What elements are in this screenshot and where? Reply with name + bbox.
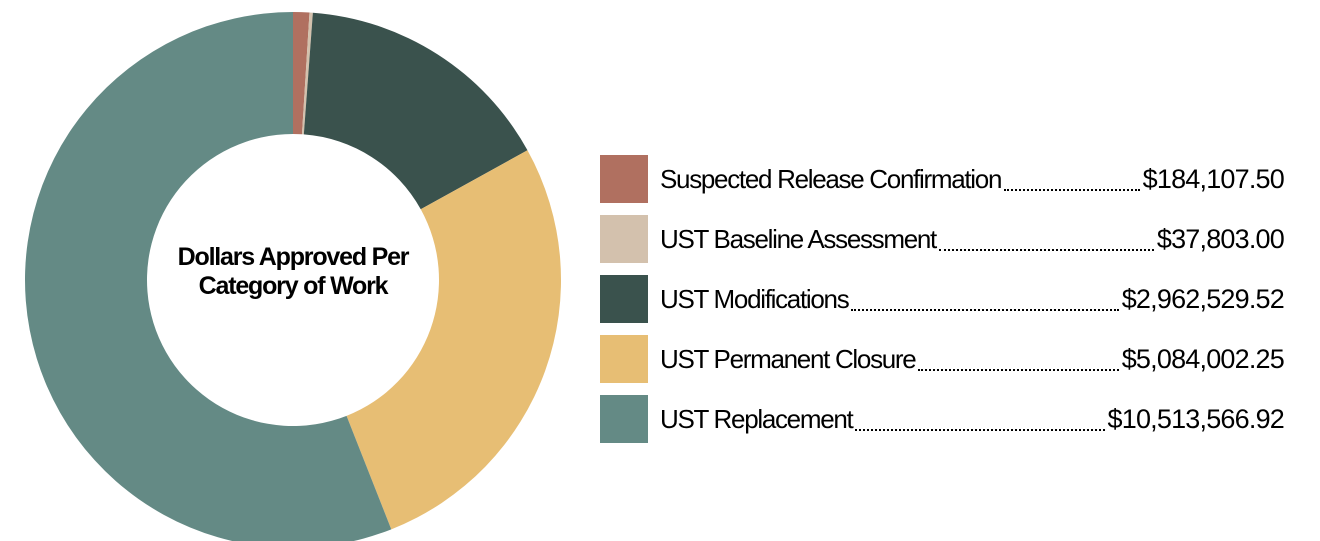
value-label: $5,084,002.25 bbox=[1121, 343, 1285, 374]
chart bbox=[25, 12, 561, 541]
legend-label: Suspected Release Confirmation bbox=[660, 163, 1002, 194]
legend-swatch bbox=[600, 215, 648, 263]
legend-label: UST Replacement bbox=[660, 403, 854, 434]
legend-entry: Suspected Release Confirmation $184,107.5… bbox=[600, 155, 1285, 203]
legend-entry: UST Replacement $10,513,566.92 bbox=[600, 395, 1285, 443]
legend-swatch bbox=[600, 335, 648, 383]
leader-dots bbox=[1004, 189, 1140, 191]
value-label: $10,513,566.92 bbox=[1107, 403, 1285, 434]
donut-slice bbox=[25, 12, 392, 541]
donut-slice bbox=[346, 150, 561, 530]
legend-label: UST Permanent Closure bbox=[660, 343, 917, 374]
leader-dots bbox=[918, 369, 1119, 371]
legend-swatch bbox=[600, 395, 648, 443]
value-label: $37,803.00 bbox=[1156, 223, 1285, 254]
legend-entry: UST Baseline Assessment $37,803.00 bbox=[600, 215, 1285, 263]
donut-slice bbox=[293, 12, 310, 135]
legend-entry: UST Permanent Closure $5,084,002.25 bbox=[600, 335, 1285, 383]
legend-label: UST Baseline Assessment bbox=[660, 223, 937, 254]
value-label: $184,107.50 bbox=[1142, 163, 1285, 194]
leader-dots bbox=[938, 249, 1154, 251]
legend-label: UST Modifications bbox=[660, 283, 850, 314]
value-label: $2,962,529.52 bbox=[1121, 283, 1285, 314]
legend-entry: UST Modifications $2,962,529.52 bbox=[600, 275, 1285, 323]
legend-swatch bbox=[600, 275, 648, 323]
leader-dots bbox=[855, 429, 1105, 431]
chart-title: Dollars Approved Per Category of Work bbox=[177, 243, 410, 300]
leader-dots bbox=[851, 309, 1119, 311]
donut-slice bbox=[303, 12, 528, 210]
legend: Suspected Release Confirmation $184,107.5… bbox=[600, 155, 1285, 455]
legend-swatch bbox=[600, 155, 648, 203]
donut-slice bbox=[301, 12, 313, 135]
